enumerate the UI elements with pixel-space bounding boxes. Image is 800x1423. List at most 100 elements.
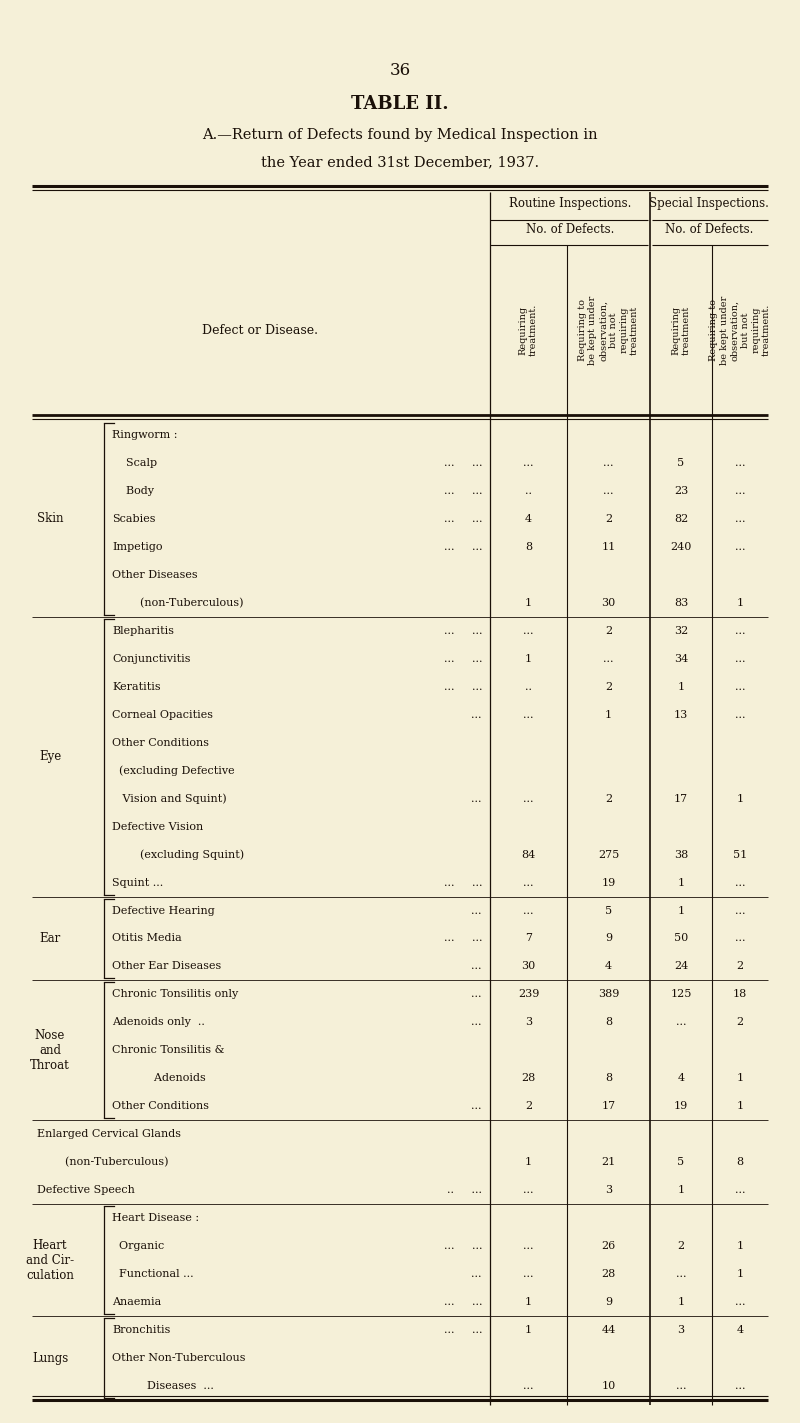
Text: ...     ...: ... ... <box>443 653 482 663</box>
Text: Anaemia: Anaemia <box>112 1298 162 1308</box>
Text: ...: ... <box>471 1269 482 1279</box>
Text: ...: ... <box>471 1101 482 1111</box>
Text: Organic: Organic <box>112 1241 164 1251</box>
Text: ...: ... <box>471 794 482 804</box>
Text: Requiring to
be kept under
observation,
but not
requiring
treatment.: Requiring to be kept under observation, … <box>710 296 770 364</box>
Text: ...: ... <box>676 1017 686 1027</box>
Text: 38: 38 <box>674 850 688 859</box>
Text: Diseases  ...: Diseases ... <box>112 1380 214 1392</box>
Text: TABLE II.: TABLE II. <box>351 95 449 112</box>
Text: 2: 2 <box>605 514 612 524</box>
Text: 8: 8 <box>605 1017 612 1027</box>
Text: ...     ...: ... ... <box>443 933 482 943</box>
Text: Other Conditions: Other Conditions <box>112 737 209 747</box>
Text: 2: 2 <box>525 1101 532 1111</box>
Text: ...: ... <box>734 1185 746 1195</box>
Text: ...: ... <box>471 905 482 915</box>
Text: Defective Vision: Defective Vision <box>112 821 203 831</box>
Text: 275: 275 <box>598 850 619 859</box>
Text: Vision and Squint): Vision and Squint) <box>112 794 226 804</box>
Text: 10: 10 <box>602 1380 616 1392</box>
Text: ...: ... <box>734 485 746 497</box>
Text: ...: ... <box>734 626 746 636</box>
Text: 23: 23 <box>674 485 688 497</box>
Text: 2: 2 <box>605 682 612 692</box>
Text: Conjunctivitis: Conjunctivitis <box>112 653 190 663</box>
Text: the Year ended 31st December, 1937.: the Year ended 31st December, 1937. <box>261 155 539 169</box>
Text: 2: 2 <box>605 626 612 636</box>
Text: 28: 28 <box>522 1073 536 1083</box>
Text: 17: 17 <box>674 794 688 804</box>
Text: 21: 21 <box>602 1157 616 1167</box>
Text: ...: ... <box>603 485 614 497</box>
Text: Other Non-Tuberculous: Other Non-Tuberculous <box>112 1353 246 1363</box>
Text: Blepharitis: Blepharitis <box>112 626 174 636</box>
Text: ...: ... <box>734 1380 746 1392</box>
Text: Functional ...: Functional ... <box>112 1269 194 1279</box>
Text: Routine Inspections.: Routine Inspections. <box>509 196 631 211</box>
Text: ...: ... <box>603 653 614 663</box>
Text: 1: 1 <box>678 905 685 915</box>
Text: 1: 1 <box>525 598 532 608</box>
Text: ...: ... <box>523 1380 534 1392</box>
Text: 19: 19 <box>602 878 616 888</box>
Text: 5: 5 <box>678 1157 685 1167</box>
Text: 84: 84 <box>522 850 536 859</box>
Text: (non-Tuberculous): (non-Tuberculous) <box>37 1157 169 1167</box>
Text: 83: 83 <box>674 598 688 608</box>
Text: 1: 1 <box>678 878 685 888</box>
Text: 30: 30 <box>602 598 616 608</box>
Text: ...: ... <box>471 989 482 999</box>
Text: 1: 1 <box>737 598 743 608</box>
Text: Ear: Ear <box>39 932 61 945</box>
Text: Other Ear Diseases: Other Ear Diseases <box>112 962 222 972</box>
Text: Impetigo: Impetigo <box>112 542 162 552</box>
Text: Keratitis: Keratitis <box>112 682 161 692</box>
Text: Heart Disease :: Heart Disease : <box>112 1214 199 1224</box>
Text: ...     ...: ... ... <box>443 1325 482 1335</box>
Text: ...: ... <box>734 710 746 720</box>
Text: 5: 5 <box>678 458 685 468</box>
Text: Skin: Skin <box>37 512 63 525</box>
Text: ...     ...: ... ... <box>443 626 482 636</box>
Text: ...: ... <box>523 710 534 720</box>
Text: ...     ...: ... ... <box>443 542 482 552</box>
Text: ...: ... <box>523 905 534 915</box>
Text: 13: 13 <box>674 710 688 720</box>
Text: 8: 8 <box>605 1073 612 1083</box>
Text: No. of Defects.: No. of Defects. <box>526 223 614 236</box>
Text: 1: 1 <box>737 1101 743 1111</box>
Text: 9: 9 <box>605 1298 612 1308</box>
Text: ...: ... <box>523 878 534 888</box>
Text: 4: 4 <box>525 514 532 524</box>
Text: ...     ...: ... ... <box>443 514 482 524</box>
Text: 19: 19 <box>674 1101 688 1111</box>
Text: A.—Return of Defects found by Medical Inspection in: A.—Return of Defects found by Medical In… <box>202 128 598 142</box>
Text: ...: ... <box>734 514 746 524</box>
Text: 3: 3 <box>525 1017 532 1027</box>
Text: No. of Defects.: No. of Defects. <box>665 223 753 236</box>
Text: 44: 44 <box>602 1325 616 1335</box>
Text: Nose
and
Throat: Nose and Throat <box>30 1029 70 1072</box>
Text: 2: 2 <box>605 794 612 804</box>
Text: 8: 8 <box>737 1157 743 1167</box>
Text: 17: 17 <box>602 1101 615 1111</box>
Text: 125: 125 <box>670 989 692 999</box>
Text: Enlarged Cervical Glands: Enlarged Cervical Glands <box>37 1130 181 1140</box>
Text: 3: 3 <box>678 1325 685 1335</box>
Text: 1: 1 <box>525 1325 532 1335</box>
Text: ...     ...: ... ... <box>443 682 482 692</box>
Text: 9: 9 <box>605 933 612 943</box>
Text: 389: 389 <box>598 989 619 999</box>
Text: Scalp: Scalp <box>112 458 157 468</box>
Text: Chronic Tonsilitis only: Chronic Tonsilitis only <box>112 989 238 999</box>
Text: Scabies: Scabies <box>112 514 155 524</box>
Text: 3: 3 <box>605 1185 612 1195</box>
Text: ...: ... <box>523 1241 534 1251</box>
Text: Adenoids: Adenoids <box>112 1073 206 1083</box>
Text: ...: ... <box>471 962 482 972</box>
Text: 1: 1 <box>737 794 743 804</box>
Text: Defective Speech: Defective Speech <box>37 1185 135 1195</box>
Text: Otitis Media: Otitis Media <box>112 933 182 943</box>
Text: ...: ... <box>603 458 614 468</box>
